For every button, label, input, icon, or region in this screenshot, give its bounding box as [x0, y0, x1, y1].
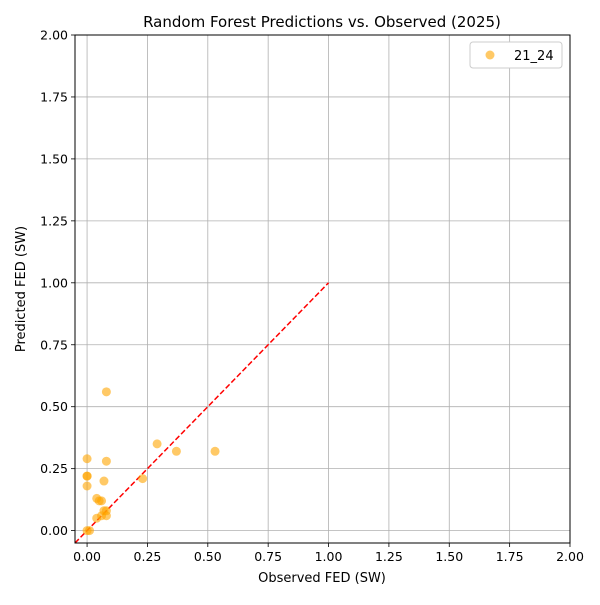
data-point [99, 476, 109, 486]
points-group [82, 387, 220, 536]
legend-marker [485, 50, 495, 60]
x-tick-label: 1.00 [315, 549, 343, 564]
data-point [82, 481, 92, 491]
x-axis-label: Observed FED (SW) [258, 571, 386, 586]
data-point [152, 439, 162, 449]
data-point [101, 387, 111, 397]
x-tick-label: 0.75 [254, 549, 282, 564]
y-tick-label: 1.00 [40, 275, 68, 290]
x-tick-label: 1.50 [435, 549, 463, 564]
plot-frame [74, 34, 571, 544]
data-point [84, 526, 94, 536]
y-axis-label: Predicted FED (SW) [14, 226, 29, 352]
x-tick-label: 0.50 [194, 549, 222, 564]
y-tick-label: 2.00 [40, 28, 68, 43]
data-point [101, 506, 111, 516]
x-tick-label: 0.00 [73, 549, 101, 564]
y-tick-label: 0.75 [40, 337, 68, 352]
chart-title: Random Forest Predictions vs. Observed (… [143, 13, 501, 31]
legend: 21_24 [469, 41, 563, 69]
legend-box [469, 41, 563, 69]
x-tick-label: 2.00 [556, 549, 584, 564]
reference-line [74, 282, 330, 544]
y-tick-label: 1.25 [40, 213, 68, 228]
y-tick-label: 0.00 [40, 523, 68, 538]
y-axis: 0.00 0.25 0.50 0.75 1.00 1.25 1.50 1.75 2.00 [40, 28, 75, 538]
data-point [97, 496, 107, 506]
x-axis: 0.00 0.25 0.50 0.75 1.00 1.25 1.50 1.75 2.00 [73, 543, 584, 564]
y-tick-label: 0.50 [40, 399, 68, 414]
data-point [82, 454, 92, 464]
reference-line-group [74, 282, 330, 544]
x-tick-label: 1.25 [375, 549, 403, 564]
x-tick-label: 1.75 [496, 549, 524, 564]
data-point [138, 474, 148, 484]
data-point [82, 471, 92, 481]
data-point [171, 446, 181, 456]
legend-label: 21_24 [514, 49, 554, 64]
data-point [101, 456, 111, 466]
y-tick-label: 1.75 [40, 89, 68, 104]
x-tick-label: 0.25 [134, 549, 162, 564]
y-tick-label: 0.25 [40, 461, 68, 476]
data-point [210, 446, 220, 456]
y-tick-label: 1.50 [40, 151, 68, 166]
